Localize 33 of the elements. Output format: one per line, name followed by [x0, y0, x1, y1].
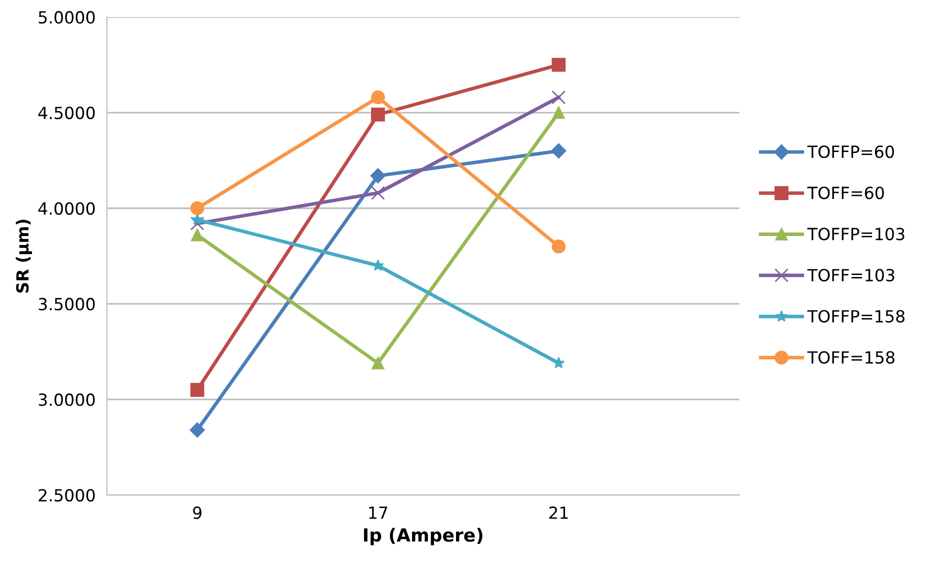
x-tick-label: 21	[549, 506, 568, 519]
point	[190, 382, 204, 397]
legend-label: TOFF=60	[807, 186, 884, 200]
point	[371, 90, 385, 104]
y-tick-label: 5.0000	[38, 11, 95, 24]
y-tick-label: 3.0000	[38, 393, 95, 406]
point	[371, 108, 385, 122]
point	[371, 186, 385, 200]
point	[190, 422, 205, 438]
point	[552, 58, 566, 72]
point	[552, 90, 566, 104]
point	[190, 201, 204, 216]
legend-label: TOFFP=60	[807, 145, 894, 158]
y-tick-label: 4.5000	[38, 106, 95, 120]
y-tick-label: 3.5000	[38, 298, 95, 310]
x-tick-label: 9	[193, 506, 202, 520]
y-tick-label: 4.0000	[38, 202, 95, 215]
y-tick-label: 2.5000	[38, 488, 95, 502]
point	[552, 356, 565, 368]
x-tick-label: 17	[369, 506, 388, 519]
point	[552, 106, 565, 119]
y-axis-title: SR (µm)	[16, 220, 32, 293]
point	[191, 228, 204, 242]
legend-label: TOFF=158	[807, 351, 894, 364]
point	[190, 216, 204, 230]
point	[372, 356, 384, 370]
point	[552, 240, 566, 254]
point	[370, 168, 386, 184]
legend-label: TOFF=103	[807, 268, 894, 282]
x-axis-title: Ip (Ampere)	[364, 528, 482, 546]
legend-label: TOFFP=158	[807, 310, 904, 323]
legend-label: TOFFP=103	[807, 228, 904, 240]
point	[551, 143, 566, 158]
